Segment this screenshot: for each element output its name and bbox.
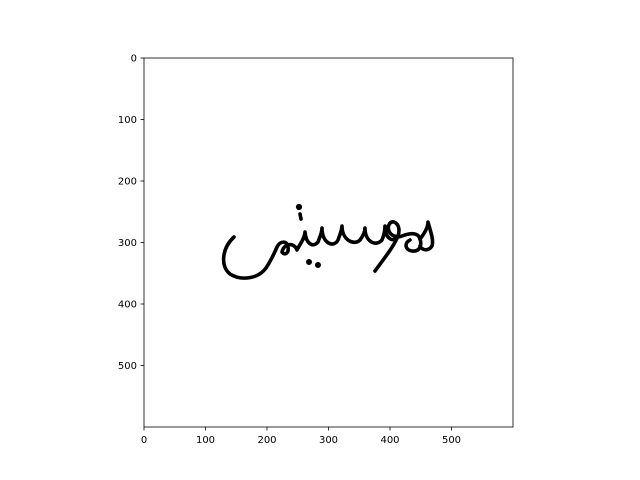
x-tick-label: 0: [141, 435, 147, 446]
handwriting-stroke-tail: [221, 235, 268, 280]
y-tick-label: 300: [118, 238, 137, 249]
y-tick-label: 200: [118, 177, 137, 188]
x-tick-label: 200: [257, 435, 276, 446]
y-tick-label: 400: [118, 300, 137, 311]
handwriting-dot-upper: [295, 203, 303, 211]
y-tick-label: 500: [118, 361, 137, 372]
handwriting-dot-upper-2: [298, 212, 303, 221]
x-axis: 0 100 200 300 400 500: [141, 427, 461, 446]
x-tick-label: 400: [380, 435, 399, 446]
handwriting-stroke-descender: [373, 234, 400, 273]
handwriting-dot-lower-1: [306, 259, 313, 266]
y-axis: 0 100 200 300 400 500: [118, 54, 144, 372]
y-tick-label: 100: [118, 115, 137, 126]
handwriting-stroke-hook: [418, 220, 435, 252]
handwritten-arabic-word: [221, 203, 435, 280]
x-tick-label: 100: [196, 435, 215, 446]
handwriting-dot-lower-2: [315, 262, 322, 269]
y-tick-label: 0: [131, 54, 137, 65]
x-tick-label: 300: [319, 435, 338, 446]
x-tick-label: 500: [442, 435, 461, 446]
